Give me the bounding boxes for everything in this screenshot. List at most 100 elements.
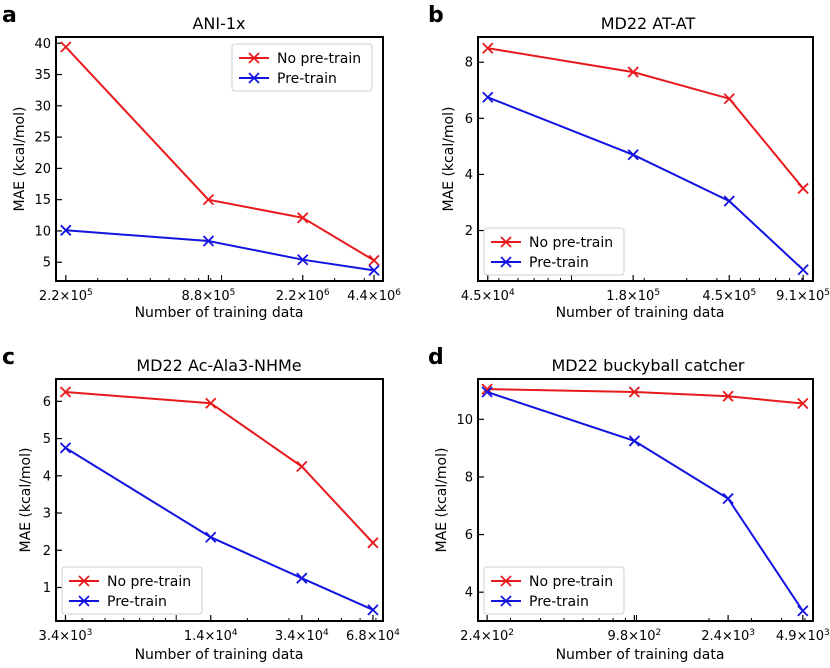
legend-marker-pre-train xyxy=(500,256,512,268)
series-line-no-pre-train xyxy=(65,391,374,544)
y-tick-label: 10 xyxy=(34,224,51,239)
legend: No pre-train Pre-train xyxy=(483,566,625,615)
data-point-pre-train xyxy=(205,531,217,543)
legend-label-pre-train: Pre-train xyxy=(107,594,167,610)
data-point-no-pre-train xyxy=(723,93,735,105)
data-point-no-pre-train xyxy=(367,537,379,549)
plot-frame xyxy=(477,36,814,282)
x-tick-label: 2.4×103 xyxy=(701,628,755,644)
data-point-no-pre-train xyxy=(628,386,641,398)
axis-ticks: 5 10 15 20 25 30 35 40 2.2×105 8.8×105 2.2×106 4.4×… xyxy=(34,37,401,304)
y-tick-label: 8 xyxy=(465,470,473,485)
data-point-pre-train xyxy=(367,604,379,616)
data-point-no-pre-train xyxy=(797,397,809,410)
series-line-pre-train xyxy=(487,96,804,271)
y-tick-label: 4 xyxy=(465,168,473,183)
data-point-pre-train xyxy=(202,235,215,247)
plot-frame xyxy=(477,378,814,622)
panel-letter-b: b xyxy=(428,3,444,28)
x-tick-label: 4.9×103 xyxy=(776,628,830,644)
legend-box xyxy=(61,566,203,615)
legend-label-no-pre-train: No pre-train xyxy=(277,51,361,67)
y-tick-label: 4 xyxy=(465,586,473,601)
x-tick-label: 3.4×104 xyxy=(275,628,329,644)
series-line-no-pre-train xyxy=(487,388,803,405)
x-tick-label: 4.5×105 xyxy=(702,288,756,304)
y-tick-label: 10 xyxy=(456,413,473,428)
data-point-no-pre-train xyxy=(297,212,309,224)
legend-marker-no-pre-train xyxy=(248,52,260,64)
panel-d: d MD22 buckyball catcher 4 6 8 10 2.4×102 9.8… xyxy=(428,345,830,663)
y-tick-label: 4 xyxy=(43,469,51,484)
data-point-pre-train xyxy=(722,492,734,505)
data-point-pre-train xyxy=(482,91,494,103)
x-tick-label: 3.4×103 xyxy=(39,628,93,644)
data-point-pre-train xyxy=(797,605,809,617)
y-axis-label: MAE (kcal/mol) xyxy=(434,448,450,553)
x-tick-label: 8.8×105 xyxy=(182,288,236,304)
axis-ticks: 1 2 3 4 5 6 3.4×103 1.4×104 3.4×104 6.8×104 xyxy=(39,395,401,644)
y-tick-label: 1 xyxy=(43,581,51,596)
series-layer xyxy=(481,383,809,617)
data-point-pre-train xyxy=(797,264,809,276)
legend-label-no-pre-train: No pre-train xyxy=(107,574,191,590)
plot-frame xyxy=(55,36,384,282)
data-point-pre-train xyxy=(628,435,641,447)
data-point-pre-train xyxy=(297,254,309,266)
data-point-pre-train xyxy=(481,386,493,398)
series-line-no-pre-train xyxy=(487,47,804,190)
x-tick-label: 4.5×104 xyxy=(461,288,515,304)
y-tick-label: 40 xyxy=(34,37,51,52)
x-tick-label: 2.2×106 xyxy=(276,288,330,304)
data-point-pre-train xyxy=(59,442,72,454)
legend-box xyxy=(483,566,625,615)
x-tick-label: 6.8×104 xyxy=(346,628,400,644)
series-layer xyxy=(59,386,379,616)
legend: No pre-train Pre-train xyxy=(231,43,373,92)
legend: No pre-train Pre-train xyxy=(483,227,625,276)
x-axis-label: Number of training data xyxy=(556,305,725,321)
panel-letter-a: a xyxy=(2,3,17,28)
legend-box xyxy=(231,43,373,92)
legend-marker-pre-train xyxy=(248,72,260,84)
series-line-no-pre-train xyxy=(65,46,375,262)
legend-box xyxy=(483,227,625,276)
x-tick-label: 4.4×106 xyxy=(347,288,401,304)
data-point-no-pre-train xyxy=(797,182,809,195)
legend: No pre-train Pre-train xyxy=(61,566,203,615)
chart-title: MD22 buckyball catcher xyxy=(552,356,745,375)
y-tick-label: 2 xyxy=(43,544,51,559)
y-tick-label: 25 xyxy=(34,131,51,146)
x-axis-label: Number of training data xyxy=(135,647,304,663)
panel-b: b MD22 AT-AT 2 4 6 8 4.5×104 1.8×105 4.5×105 9.… xyxy=(428,3,830,321)
panel-letter-d: d xyxy=(428,345,444,370)
data-point-no-pre-train xyxy=(368,254,380,266)
series-layer xyxy=(482,42,809,276)
legend-label-pre-train: Pre-train xyxy=(277,71,337,87)
legend-label-pre-train: Pre-train xyxy=(529,255,589,271)
legend-marker-pre-train xyxy=(78,595,90,607)
x-tick-label: 9.1×105 xyxy=(776,288,830,304)
chart-title: MD22 AT-AT xyxy=(601,14,696,33)
series-layer xyxy=(60,41,380,277)
legend-marker-no-pre-train xyxy=(78,575,90,587)
legend-label-no-pre-train: No pre-train xyxy=(529,574,613,590)
axis-ticks: 4 6 8 10 2.4×102 9.8×102 2.4×103 4.9×103 xyxy=(456,413,829,644)
series-line-pre-train xyxy=(64,447,374,611)
data-point-pre-train xyxy=(368,264,380,277)
legend-marker-no-pre-train xyxy=(500,236,512,248)
y-tick-label: 2 xyxy=(465,224,473,239)
legend-label-no-pre-train: No pre-train xyxy=(529,235,613,251)
data-point-no-pre-train xyxy=(722,390,734,402)
y-tick-label: 6 xyxy=(43,395,51,410)
chart-title: MD22 Ac-Ala3-NHMe xyxy=(136,356,301,375)
data-point-no-pre-train xyxy=(482,42,494,54)
x-axis-label: Number of training data xyxy=(556,647,725,663)
data-point-no-pre-train xyxy=(627,66,639,78)
series-line-pre-train xyxy=(486,391,804,612)
y-tick-label: 6 xyxy=(465,112,473,127)
x-tick-label: 2.4×102 xyxy=(460,628,514,644)
y-tick-label: 20 xyxy=(34,162,51,177)
y-tick-label: 5 xyxy=(43,432,51,447)
